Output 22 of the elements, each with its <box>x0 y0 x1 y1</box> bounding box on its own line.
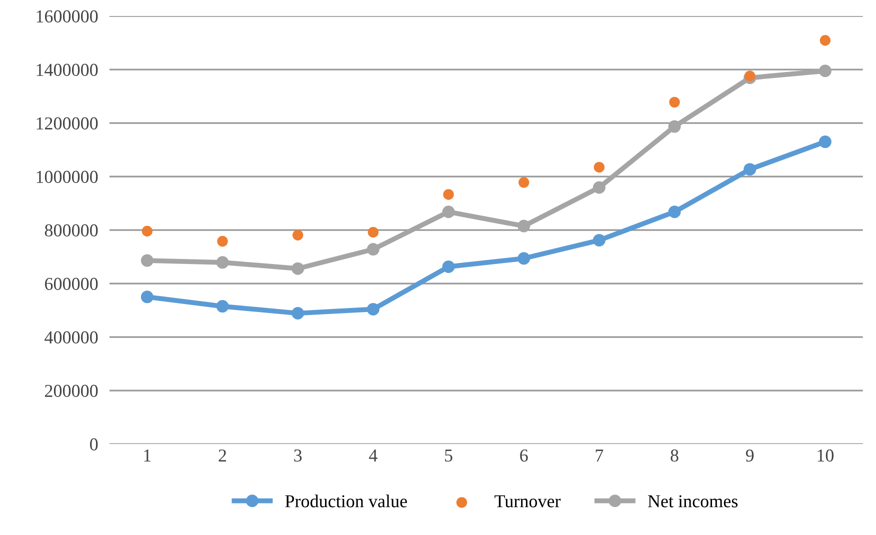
x-tick-label: 5 <box>445 450 452 462</box>
legend-label: Net incomes <box>648 495 738 508</box>
y-tick-label: 1200000 <box>36 117 98 130</box>
x-tick-label: 1 <box>144 450 151 462</box>
x-tick-label: 10 <box>818 449 834 462</box>
y-tick-label: 1600000 <box>36 10 98 22</box>
y-tick-label: 1000000 <box>36 170 98 183</box>
y-tick-label: 800000 <box>44 224 98 236</box>
y-tick-label: 200000 <box>45 384 98 397</box>
x-tick-label: 6 <box>520 449 528 462</box>
legend-label: Turnover <box>494 495 561 508</box>
legend-label: Production value <box>285 494 407 508</box>
y-tick-label: 0 <box>90 438 98 450</box>
x-tick-label: 8 <box>670 449 678 462</box>
x-tick-label: 7 <box>596 450 604 462</box>
y-tick-label: 600000 <box>45 278 98 290</box>
x-tick-label: 9 <box>746 449 754 462</box>
y-tick-label: 400000 <box>44 331 98 344</box>
y-tick-label: 1400000 <box>36 64 98 76</box>
x-tick-label: 4 <box>369 450 378 462</box>
x-tick-label: 2 <box>218 449 226 462</box>
x-tick-label: 3 <box>294 449 302 462</box>
